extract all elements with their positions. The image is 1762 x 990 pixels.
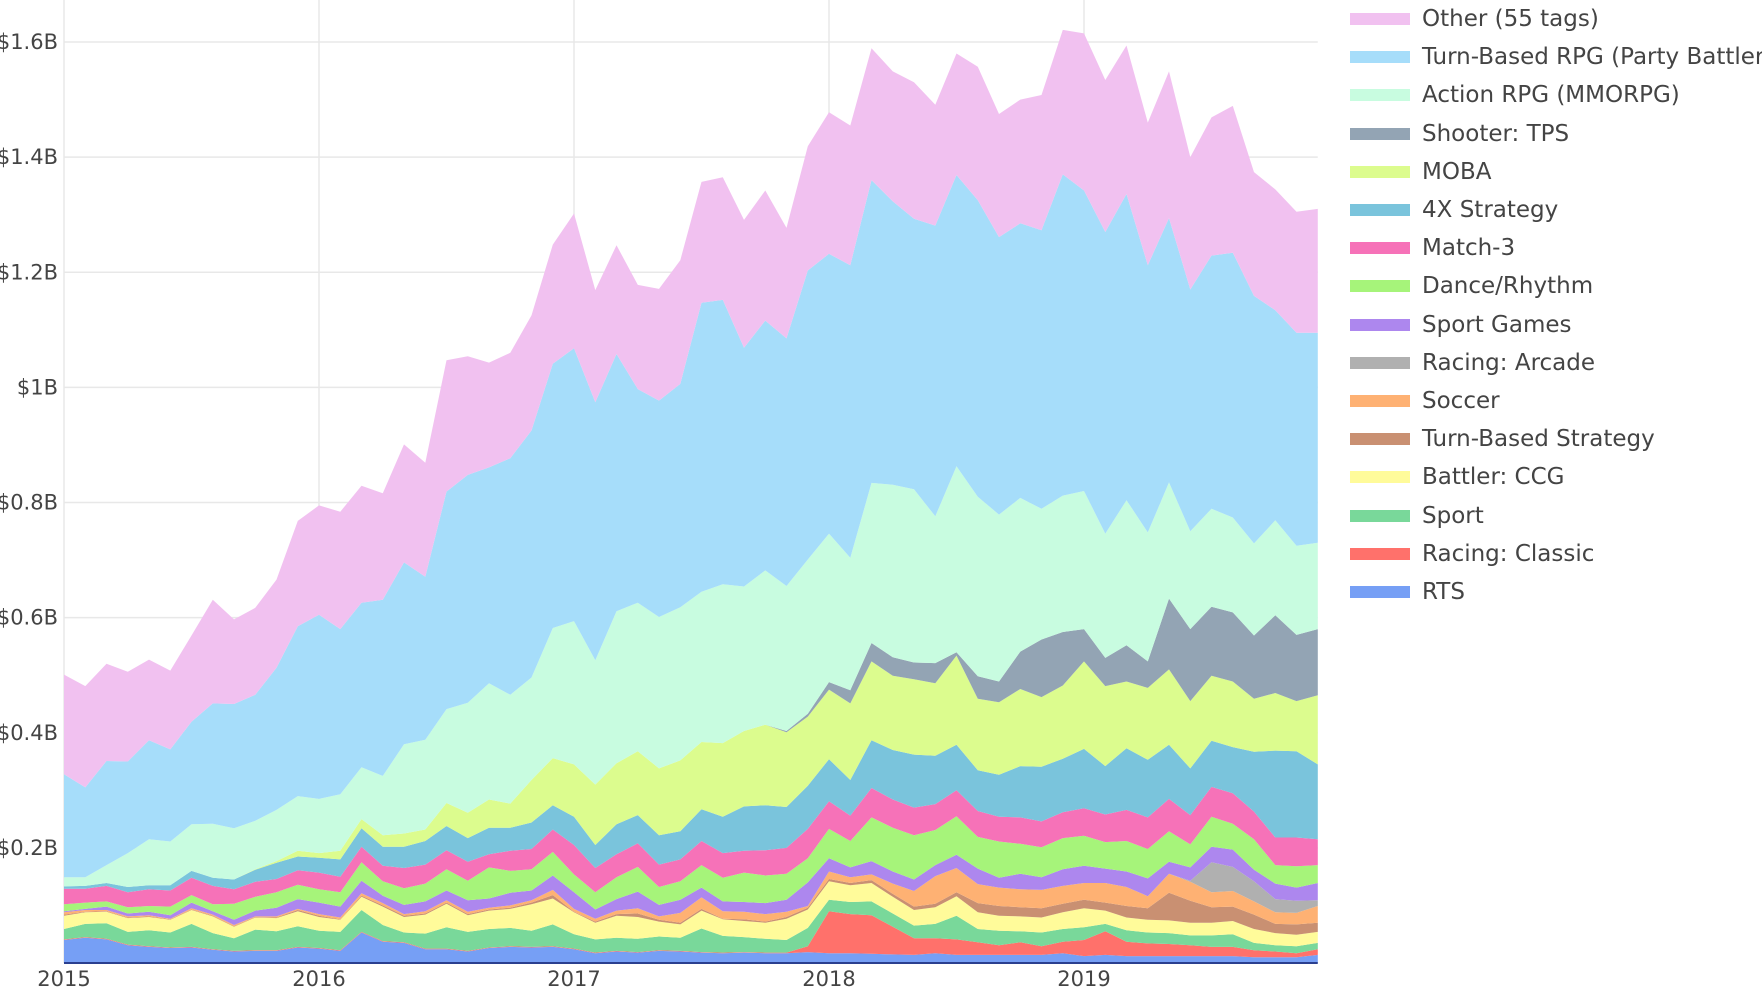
legend-swatch xyxy=(1350,585,1410,598)
legend-label: Sport Games xyxy=(1422,311,1572,338)
area-battler-ccg[interactable] xyxy=(64,881,1318,947)
area-shooter-tps[interactable] xyxy=(64,598,1318,887)
legend-swatch xyxy=(1350,51,1410,64)
legend-label: Battler: CCG xyxy=(1422,464,1565,491)
area-series xyxy=(64,29,1318,964)
area-moba[interactable] xyxy=(64,655,1318,887)
legend-label: Racing: Classic xyxy=(1422,540,1595,567)
x-tick-label: 2017 xyxy=(547,967,600,990)
legend-item[interactable]: MOBA xyxy=(1350,153,1762,191)
x-tick-label: 2015 xyxy=(37,967,90,990)
legend-swatch xyxy=(1350,280,1410,293)
legend-swatch xyxy=(1350,318,1410,331)
legend-item[interactable]: Racing: Classic xyxy=(1350,535,1762,573)
legend-swatch xyxy=(1350,13,1410,26)
x-tick-label: 2018 xyxy=(802,967,855,990)
legend-label: Turn-Based Strategy xyxy=(1422,426,1655,453)
area-dance-rhythm[interactable] xyxy=(64,816,1318,920)
legend-item[interactable]: Turn-Based Strategy xyxy=(1350,420,1762,458)
y-tick-label: $0.8B xyxy=(0,491,58,515)
y-tick-label: $1.6B xyxy=(0,30,58,54)
legend-item[interactable]: Match-3 xyxy=(1350,229,1762,267)
area-turn-based-strategy[interactable] xyxy=(64,879,1318,935)
legend-swatch xyxy=(1350,394,1410,407)
legend-swatch xyxy=(1350,165,1410,178)
legend-label: Soccer xyxy=(1422,387,1500,414)
y-tick-label: $1.2B xyxy=(0,260,58,284)
x-tick-label: 2019 xyxy=(1057,967,1110,990)
y-tick-label: $1.4B xyxy=(0,145,58,169)
legend-swatch xyxy=(1350,242,1410,255)
legend-label: Turn-Based RPG (Party Battler) xyxy=(1422,44,1762,71)
legend-label: Shooter: TPS xyxy=(1422,120,1570,147)
area-action-rpg-mmorpg[interactable] xyxy=(64,466,1318,887)
legend-swatch xyxy=(1350,509,1410,522)
area-soccer[interactable] xyxy=(64,868,1318,927)
legend-item[interactable]: Battler: CCG xyxy=(1350,458,1762,496)
legend-item[interactable]: Sport Games xyxy=(1350,306,1762,344)
area-sport[interactable] xyxy=(64,899,1318,954)
legend-item[interactable]: Turn-Based RPG (Party Battler) xyxy=(1350,38,1762,76)
legend: Other (55 tags) Turn-Based RPG (Party Bat… xyxy=(1350,0,1762,611)
legend-item[interactable]: 4X Strategy xyxy=(1350,191,1762,229)
legend-item[interactable]: Other (55 tags) xyxy=(1350,0,1762,38)
legend-label: Action RPG (MMORPG) xyxy=(1422,82,1680,109)
legend-swatch xyxy=(1350,127,1410,140)
area-other-55-tags[interactable] xyxy=(64,29,1318,788)
y-axis-ticks: $0.2B $0.4B $0.6B $0.8B $1B $1.2B $1.4B $1.6B xyxy=(0,30,58,860)
x-tick-label: 2016 xyxy=(292,967,345,990)
legend-item[interactable]: Shooter: TPS xyxy=(1350,115,1762,153)
legend-label: Other (55 tags) xyxy=(1422,6,1599,33)
legend-swatch xyxy=(1350,471,1410,484)
y-tick-label: $1B xyxy=(17,375,58,399)
legend-swatch xyxy=(1350,356,1410,369)
legend-swatch xyxy=(1350,433,1410,446)
legend-label: RTS xyxy=(1422,578,1465,605)
x-axis-ticks: 2015 2016 2017 2018 2019 xyxy=(37,967,1110,990)
legend-item[interactable]: Racing: Arcade xyxy=(1350,344,1762,382)
legend-swatch xyxy=(1350,204,1410,217)
legend-label: Sport xyxy=(1422,502,1484,529)
legend-label: 4X Strategy xyxy=(1422,197,1559,224)
y-tick-label: $0.6B xyxy=(0,606,58,630)
legend-item[interactable]: Soccer xyxy=(1350,382,1762,420)
legend-item[interactable]: Dance/Rhythm xyxy=(1350,267,1762,305)
legend-swatch xyxy=(1350,89,1410,102)
area-rts[interactable] xyxy=(64,932,1318,964)
legend-item[interactable]: Sport xyxy=(1350,496,1762,534)
y-tick-label: $0.4B xyxy=(0,721,58,745)
area-4x-strategy[interactable] xyxy=(64,740,1318,893)
legend-label: Racing: Arcade xyxy=(1422,349,1596,376)
legend-label: Dance/Rhythm xyxy=(1422,273,1594,300)
y-tick-label: $0.2B xyxy=(0,836,58,860)
legend-label: MOBA xyxy=(1422,158,1492,185)
legend-swatch xyxy=(1350,547,1410,560)
area-match-3[interactable] xyxy=(64,786,1318,908)
legend-item[interactable]: Action RPG (MMORPG) xyxy=(1350,76,1762,114)
legend-label: Match-3 xyxy=(1422,235,1516,262)
area-racing-classic[interactable] xyxy=(64,911,1318,958)
area-turn-based-rpg-party-battler[interactable] xyxy=(64,174,1318,878)
legend-item[interactable]: RTS xyxy=(1350,573,1762,611)
